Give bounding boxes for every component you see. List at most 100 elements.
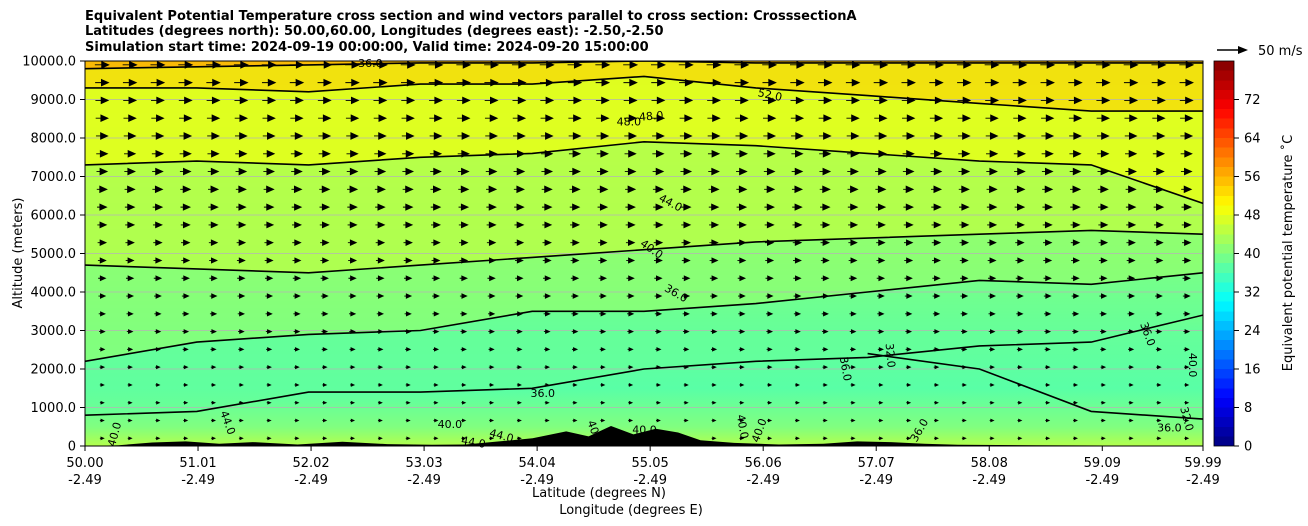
y-tick-label: 7000.0 [31,170,77,185]
wind-vector [540,96,555,105]
wind-vector [875,221,886,229]
wind-vector [572,418,578,423]
contour-label: 40.0 [632,424,657,437]
wind-vector [322,365,328,370]
wind-vector [1012,78,1028,87]
wind-vector [1041,149,1054,158]
wind-vector [763,132,777,140]
wind-vector [1017,418,1023,423]
wind-vector [1151,78,1167,87]
field-overlays [85,61,1203,416]
wind-vector [377,383,383,387]
wind-vector [486,221,497,229]
wind-vector [902,114,916,123]
wind-vector [1045,400,1051,405]
wind-vector [484,114,499,123]
wind-vector [987,239,997,247]
wind-vector [1017,383,1023,387]
wind-vector [150,61,166,69]
wind-vector [877,293,885,299]
wind-vector [651,78,666,87]
wind-vector [95,114,109,123]
wind-vector [818,114,832,123]
wind-vector [542,257,552,264]
wind-vector [600,418,606,423]
wind-vector [903,203,914,211]
wind-vector [655,365,662,370]
wind-vector [767,418,773,423]
wind-vector [655,383,661,387]
wind-vector [401,96,416,105]
wind-vector [94,61,110,69]
wind-vector [178,61,194,69]
wind-vector [211,383,217,387]
wind-vector [433,365,439,370]
contour-line-44 [85,229,1203,274]
contour-line-48 [85,140,1203,205]
wind-vector [1041,167,1054,176]
theta-e-band-56 [85,61,1203,69]
wind-vector [154,347,162,352]
wind-vector [543,329,551,335]
wind-vector [849,329,857,335]
wind-vector [1100,436,1106,441]
wind-vector [1126,257,1136,264]
wind-vector [345,114,360,123]
wind-vector [1156,418,1162,423]
wind-vector [1073,418,1078,423]
wind-vector [680,185,692,194]
y-tick-label: 4000.0 [31,286,77,301]
wind-vector [822,436,828,441]
wind-vector [512,114,527,123]
y-tick-label: 0 [68,440,76,455]
wind-vector [150,78,166,87]
wind-vector [1042,221,1053,229]
x-tick-label-lon: -2.49 [407,473,441,488]
wind-vector [627,347,634,352]
wind-vector [1096,96,1111,105]
wind-vector [96,167,109,176]
wind-vector [569,203,581,211]
wind-vector [431,239,441,247]
wind-vector [595,78,611,87]
wind-vector [1096,114,1110,123]
wind-vector [1016,311,1024,317]
wind-vector [183,383,189,387]
wind-vector [433,436,439,441]
wind-vector [934,436,939,441]
wind-vector [154,293,162,299]
wind-vector [516,436,522,441]
wind-vector [263,167,275,176]
wind-vector [903,239,914,247]
wind-vector [874,114,888,123]
wind-vector [653,239,664,247]
wind-vector [432,347,440,352]
wind-vector [628,418,634,423]
wind-vector [822,400,828,405]
wind-vector [319,185,331,194]
wind-vector [457,114,471,123]
wind-vector [516,347,523,352]
wind-vector [293,311,301,317]
wind-vector [210,365,217,370]
wind-vector [373,78,388,87]
y-tick-label: 8000.0 [31,132,77,147]
wind-vector [122,78,138,87]
x-tick-label-lon: -2.49 [633,473,667,488]
wind-vector [960,329,968,335]
wind-vector [767,400,773,405]
wind-vector [762,61,778,69]
wind-vector [487,257,497,264]
wind-vector [293,347,301,352]
wind-vector [1100,329,1107,335]
contour-label: 40.0 [438,418,463,431]
wind-vector [461,436,467,441]
wind-vector [1181,185,1193,194]
wind-vector [681,239,691,247]
wind-vector [458,221,469,229]
wind-vector [319,203,331,211]
wind-vector [460,311,468,317]
wind-vector [263,149,276,158]
wind-vector [678,61,694,69]
wind-vector [706,61,722,69]
